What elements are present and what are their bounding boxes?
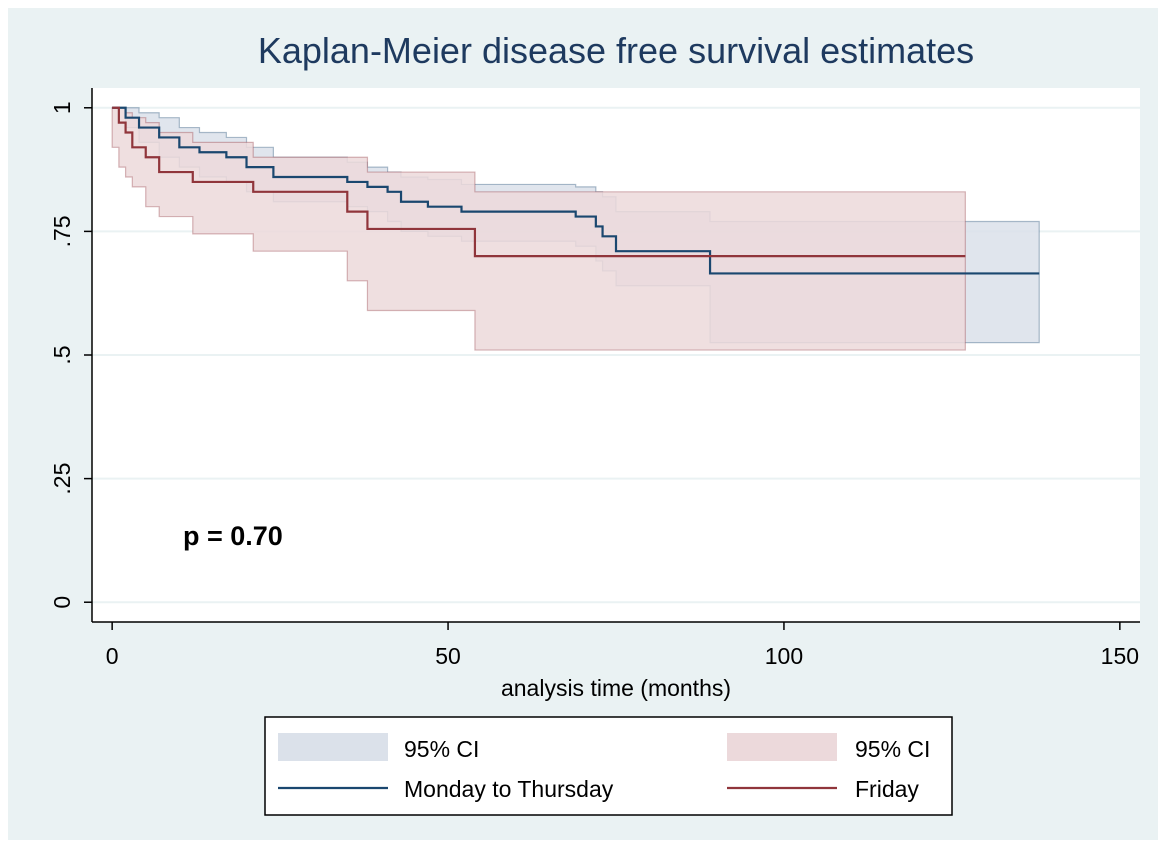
y-tick-label: 1 [49, 101, 75, 114]
x-tick-label: 150 [1101, 643, 1139, 669]
x-axis-label: analysis time (months) [501, 675, 731, 701]
legend-ci-label: 95% CI [855, 736, 930, 762]
survival-line [112, 106, 1040, 275]
legend-ci-swatch [727, 733, 837, 761]
annotation: p = 0.70 [183, 521, 283, 551]
y-tick-label: .5 [49, 345, 75, 364]
x-tick-label: 0 [106, 643, 119, 669]
chart-title: Kaplan-Meier disease free survival estim… [258, 30, 974, 71]
legend-ci-swatch [278, 733, 388, 761]
y-tick-label: 0 [49, 596, 75, 609]
y-tick-label: .25 [49, 463, 75, 495]
x-tick-label: 100 [765, 643, 803, 669]
ci-band [111, 107, 966, 351]
y-tick-label: .75 [49, 215, 75, 247]
x-tick-label: 50 [435, 643, 461, 669]
survival-line [112, 106, 966, 258]
legend-ci-label: 95% CI [404, 736, 479, 762]
legend-label: Friday [855, 776, 919, 802]
legend-label: Monday to Thursday [404, 776, 614, 802]
